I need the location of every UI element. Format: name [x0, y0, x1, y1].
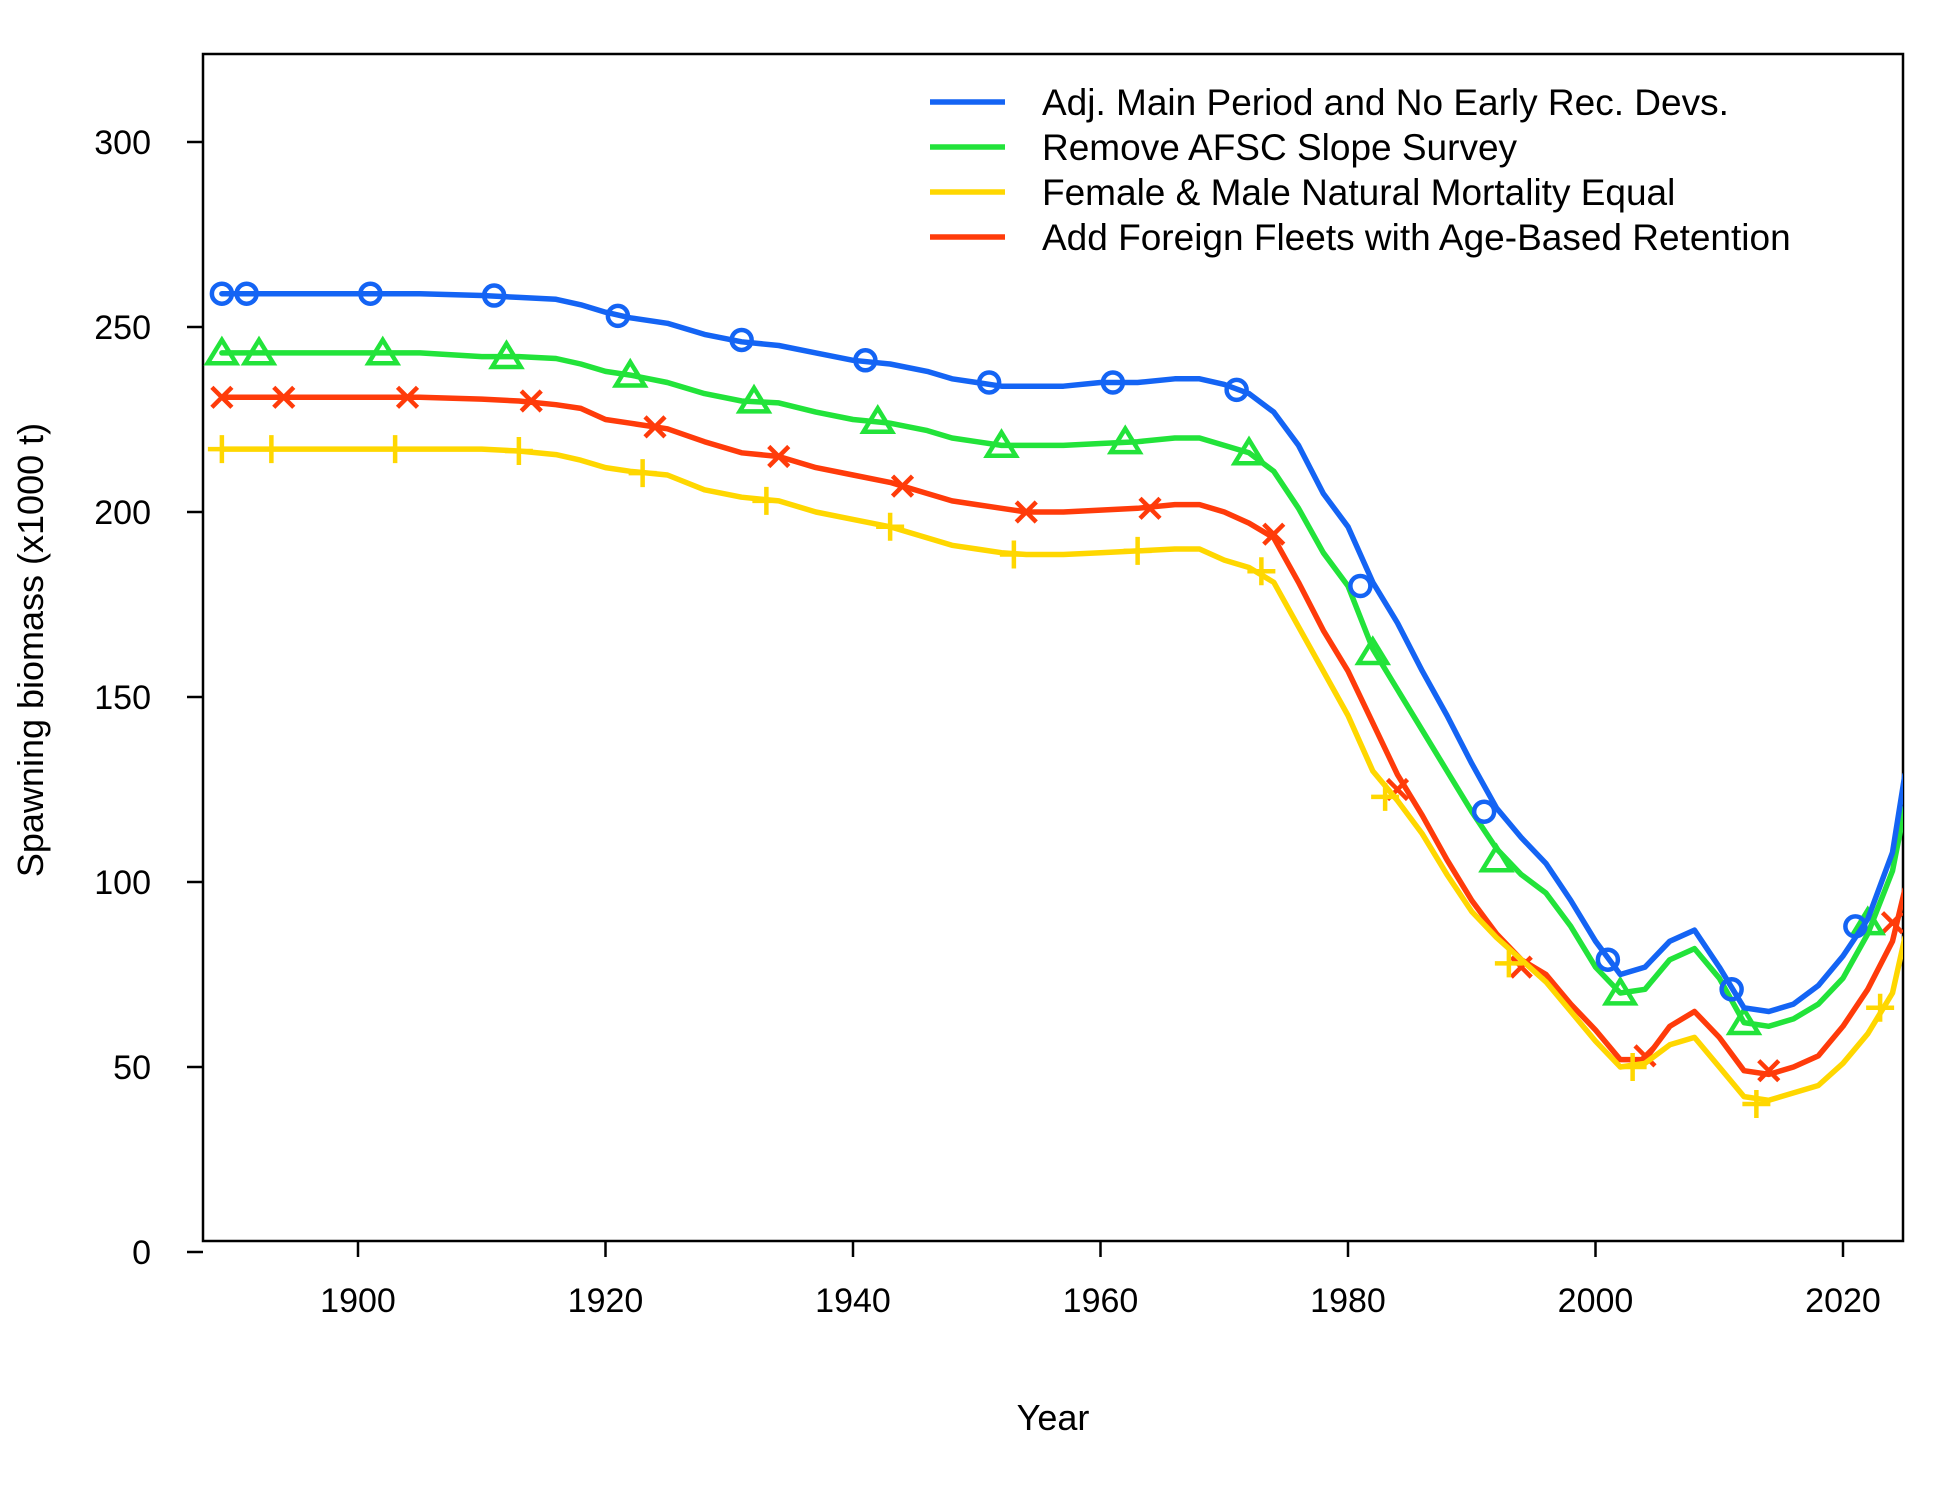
series-marker	[240, 335, 278, 366]
series-marker	[1595, 947, 1621, 972]
y-tick-label: 100	[94, 864, 151, 902]
series-marker	[876, 512, 905, 541]
series-marker	[1843, 914, 1868, 939]
series-marker	[853, 348, 878, 373]
series-marker	[209, 281, 235, 306]
legend-label: Female & Male Natural Mortality Equal	[1042, 172, 1675, 213]
x-tick-label: 2020	[1805, 1282, 1881, 1320]
y-tick-label: 200	[94, 494, 151, 532]
y-tick-label: 0	[132, 1234, 151, 1272]
legend-label: Adj. Main Period and No Early Rec. Devs.	[1042, 82, 1729, 123]
series-marker	[1742, 1090, 1771, 1118]
x-tick-label: 1980	[1310, 1282, 1386, 1320]
legend-label: Add Foreign Fleets with Age-Based Retent…	[1042, 217, 1791, 258]
series-marker	[488, 339, 525, 370]
series-marker	[735, 383, 773, 414]
series-marker	[1371, 782, 1400, 811]
series-marker	[1866, 993, 1895, 1022]
plot-area	[203, 281, 1903, 1118]
series-marker	[1719, 977, 1744, 1002]
series-3	[207, 435, 1903, 1118]
series-marker	[257, 435, 286, 464]
legend-label: Remove AFSC Slope Survey	[1042, 127, 1518, 168]
series-marker	[1348, 573, 1373, 599]
series-marker	[358, 281, 383, 306]
series-marker	[1471, 799, 1497, 824]
series-1	[209, 281, 1903, 1015]
series-marker	[210, 385, 234, 409]
series-marker	[1100, 370, 1126, 395]
x-axis: 1900 1920 1940 1960 1980 2000 2020	[320, 1241, 1881, 1320]
series-marker	[481, 283, 507, 308]
series-line	[219, 446, 1903, 1104]
x-axis-title: Year	[1017, 1397, 1090, 1438]
series-marker	[859, 404, 897, 434]
series-marker	[395, 385, 420, 409]
plot-frame	[201, 52, 1905, 1243]
series-marker	[1849, 905, 1887, 936]
series-marker	[1725, 1005, 1763, 1036]
series-marker	[272, 385, 296, 409]
y-axis: 0 50 100 150 200 250 300	[94, 124, 203, 1272]
series-marker	[890, 474, 915, 498]
series-marker	[628, 459, 657, 488]
series-marker	[729, 327, 754, 353]
series-marker	[1138, 496, 1162, 520]
series-marker	[1123, 536, 1152, 565]
series-line	[219, 394, 1903, 1078]
series-marker	[1601, 975, 1639, 1006]
series-marker	[752, 486, 781, 515]
series-4	[210, 385, 1903, 1083]
series-marker	[976, 370, 1002, 395]
series-marker	[1106, 424, 1144, 455]
series-marker	[1618, 1053, 1647, 1081]
series-marker	[1478, 842, 1515, 873]
series-marker	[999, 540, 1028, 569]
y-axis-title: Spawning biomass (x1000 t)	[10, 423, 51, 877]
x-tick-label: 1920	[568, 1282, 644, 1320]
series-marker	[983, 428, 1020, 459]
series-2	[203, 335, 1903, 1036]
y-tick-label: 250	[94, 309, 151, 347]
series-marker	[1247, 557, 1276, 586]
series-marker	[767, 444, 791, 469]
x-tick-label: 2000	[1558, 1282, 1634, 1320]
x-tick-label: 1900	[320, 1282, 396, 1320]
series-marker	[1880, 911, 1903, 935]
series-marker	[611, 357, 649, 388]
y-tick-label: 300	[94, 124, 151, 162]
series-marker	[381, 435, 410, 464]
series-marker	[1509, 955, 1533, 979]
legend: Adj. Main Period and No Early Rec. Devs.…	[930, 82, 1791, 258]
y-tick-label: 50	[113, 1049, 151, 1087]
series-marker	[1262, 522, 1286, 546]
series-marker	[1230, 435, 1268, 466]
x-tick-label: 1960	[1063, 1282, 1139, 1320]
series-line	[219, 290, 1903, 1015]
series-marker	[643, 415, 667, 439]
y-tick-label: 150	[94, 679, 151, 717]
series-marker	[1224, 377, 1249, 403]
series-marker	[1014, 500, 1038, 524]
series-marker	[1354, 635, 1392, 666]
series-marker	[504, 436, 533, 465]
series-marker	[605, 303, 631, 329]
series-marker	[519, 389, 543, 413]
series-marker	[203, 335, 241, 366]
series-marker	[1757, 1059, 1781, 1083]
series-line	[219, 350, 1903, 1030]
series-marker	[234, 281, 259, 306]
x-tick-label: 1940	[815, 1282, 891, 1320]
series-marker	[207, 435, 236, 464]
series-marker	[1494, 949, 1523, 978]
series-marker	[364, 335, 402, 366]
